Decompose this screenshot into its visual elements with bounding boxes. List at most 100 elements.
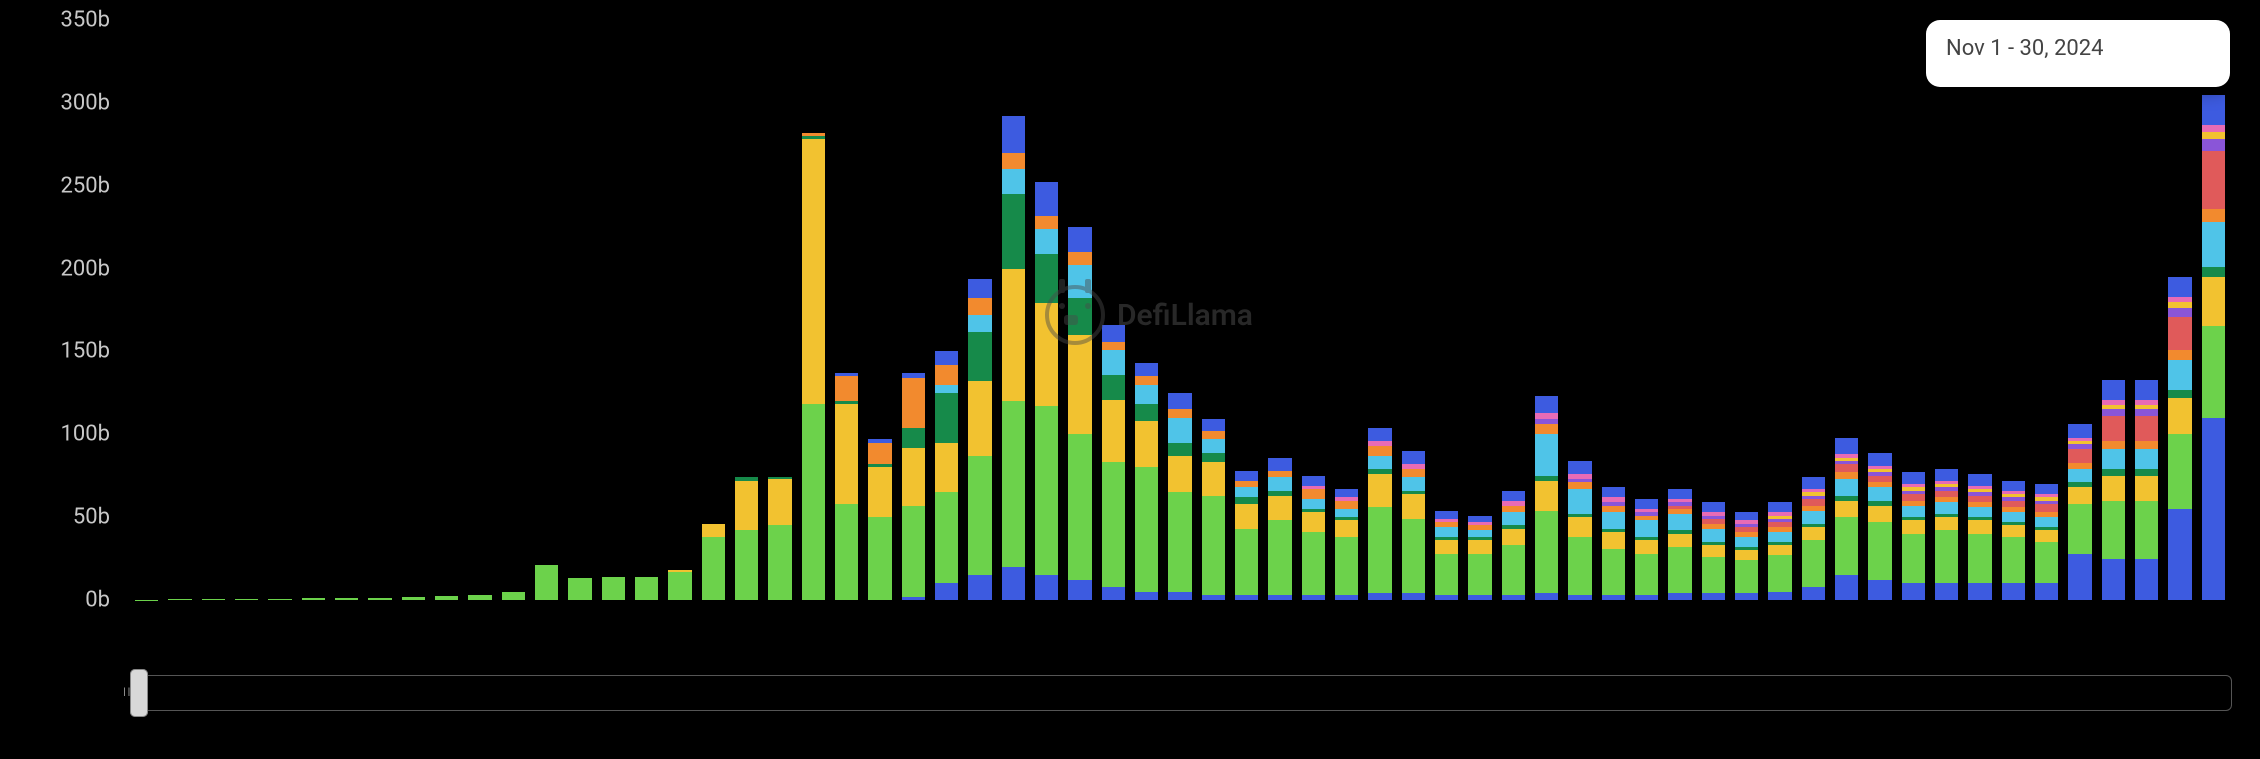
bar[interactable] <box>1802 477 1825 600</box>
bar-segment <box>968 575 991 600</box>
bar-segment <box>902 378 925 428</box>
bar[interactable] <box>2168 277 2191 600</box>
bar[interactable] <box>2068 424 2091 600</box>
bar[interactable] <box>1502 491 1525 600</box>
brush-handle-right[interactable] <box>130 669 148 717</box>
bar[interactable] <box>1002 116 1025 600</box>
bar[interactable] <box>335 598 358 600</box>
bar[interactable] <box>502 592 525 600</box>
bar[interactable] <box>1568 461 1591 600</box>
bar-segment <box>1635 554 1658 595</box>
bar-segment <box>1202 431 1225 439</box>
bar[interactable] <box>902 373 925 600</box>
bar-segment <box>2002 481 2025 491</box>
bar[interactable] <box>1102 325 1125 600</box>
bar[interactable] <box>1368 428 1391 600</box>
bar[interactable] <box>568 578 591 600</box>
bar[interactable] <box>935 351 958 600</box>
bar[interactable] <box>2102 380 2125 600</box>
bar[interactable] <box>1235 471 1258 600</box>
bar-segment <box>2168 509 2191 600</box>
bar-segment <box>1402 593 1425 600</box>
bar[interactable] <box>1702 502 1725 600</box>
bar[interactable] <box>468 595 491 600</box>
bar[interactable] <box>1868 453 1891 600</box>
bar[interactable] <box>1402 451 1425 600</box>
bar[interactable] <box>1202 419 1225 600</box>
bar[interactable] <box>1335 489 1358 600</box>
bar[interactable] <box>1968 474 1991 600</box>
bar[interactable] <box>2202 95 2225 600</box>
bar[interactable] <box>368 598 391 600</box>
bar-segment <box>1935 517 1958 530</box>
bar[interactable] <box>668 570 691 600</box>
bar-segment <box>1835 517 1858 575</box>
brush-track[interactable] <box>130 675 2232 711</box>
bar-segment <box>1835 501 1858 518</box>
bar[interactable] <box>168 599 191 600</box>
bar-segment <box>1535 434 1558 475</box>
bar-segment <box>2135 380 2158 400</box>
bar[interactable] <box>1135 363 1158 600</box>
bar-segment <box>1602 549 1625 595</box>
bar[interactable] <box>635 577 658 600</box>
bar[interactable] <box>1302 476 1325 600</box>
bar[interactable] <box>1735 512 1758 600</box>
bar-segment <box>2168 277 2191 297</box>
bar-segment <box>635 577 658 600</box>
bar-segment <box>2168 398 2191 434</box>
bar-segment <box>1502 512 1525 525</box>
bar-segment <box>2102 449 2125 469</box>
bar[interactable] <box>1268 458 1291 600</box>
bar-segment <box>1068 434 1091 580</box>
bar-segment <box>735 481 758 531</box>
bar[interactable] <box>1902 472 1925 600</box>
bar[interactable] <box>735 477 758 600</box>
bar[interactable] <box>1835 438 1858 600</box>
bar[interactable] <box>1768 502 1791 600</box>
bar-segment <box>1202 496 1225 595</box>
bar-segment <box>968 279 991 299</box>
bar[interactable] <box>1935 469 1958 600</box>
bar-segment <box>2002 512 2025 522</box>
bar[interactable] <box>2002 481 2025 600</box>
bar[interactable] <box>702 524 725 600</box>
bar[interactable] <box>202 599 225 600</box>
bar-segment <box>2068 469 2091 482</box>
bar-segment <box>1268 477 1291 490</box>
bar-segment <box>1302 489 1325 499</box>
bar[interactable] <box>402 597 425 600</box>
bar[interactable] <box>1635 499 1658 600</box>
bar[interactable] <box>1168 393 1191 600</box>
bar[interactable] <box>268 599 291 600</box>
bar-segment <box>1768 555 1791 591</box>
bar[interactable] <box>302 598 325 600</box>
bar[interactable] <box>602 577 625 600</box>
bar[interactable] <box>2135 380 2158 600</box>
bar[interactable] <box>2035 484 2058 600</box>
time-brush[interactable]: ||| <box>130 665 2230 720</box>
bar[interactable] <box>768 477 791 600</box>
bar-segment <box>1902 534 1925 584</box>
bar[interactable] <box>435 596 458 600</box>
bar-segment <box>1002 401 1025 567</box>
tooltip: Nov 1 - 30, 2024 <box>1926 20 2230 87</box>
bar-segment <box>2168 317 2191 350</box>
bar[interactable] <box>868 439 891 600</box>
bar-segment <box>968 456 991 575</box>
bar[interactable] <box>835 373 858 600</box>
bar[interactable] <box>1035 182 1058 600</box>
bar-segment <box>568 578 591 600</box>
bar[interactable] <box>1435 511 1458 600</box>
bar-segment <box>935 351 958 364</box>
bar[interactable] <box>1468 516 1491 600</box>
bar[interactable] <box>968 279 991 600</box>
bar[interactable] <box>1602 487 1625 600</box>
bar[interactable] <box>802 133 825 600</box>
bar[interactable] <box>1535 396 1558 600</box>
bar[interactable] <box>1668 489 1691 600</box>
bar[interactable] <box>535 565 558 600</box>
bar-segment <box>1435 554 1458 595</box>
bar[interactable] <box>235 599 258 600</box>
y-tick-label: 300b <box>61 90 110 115</box>
